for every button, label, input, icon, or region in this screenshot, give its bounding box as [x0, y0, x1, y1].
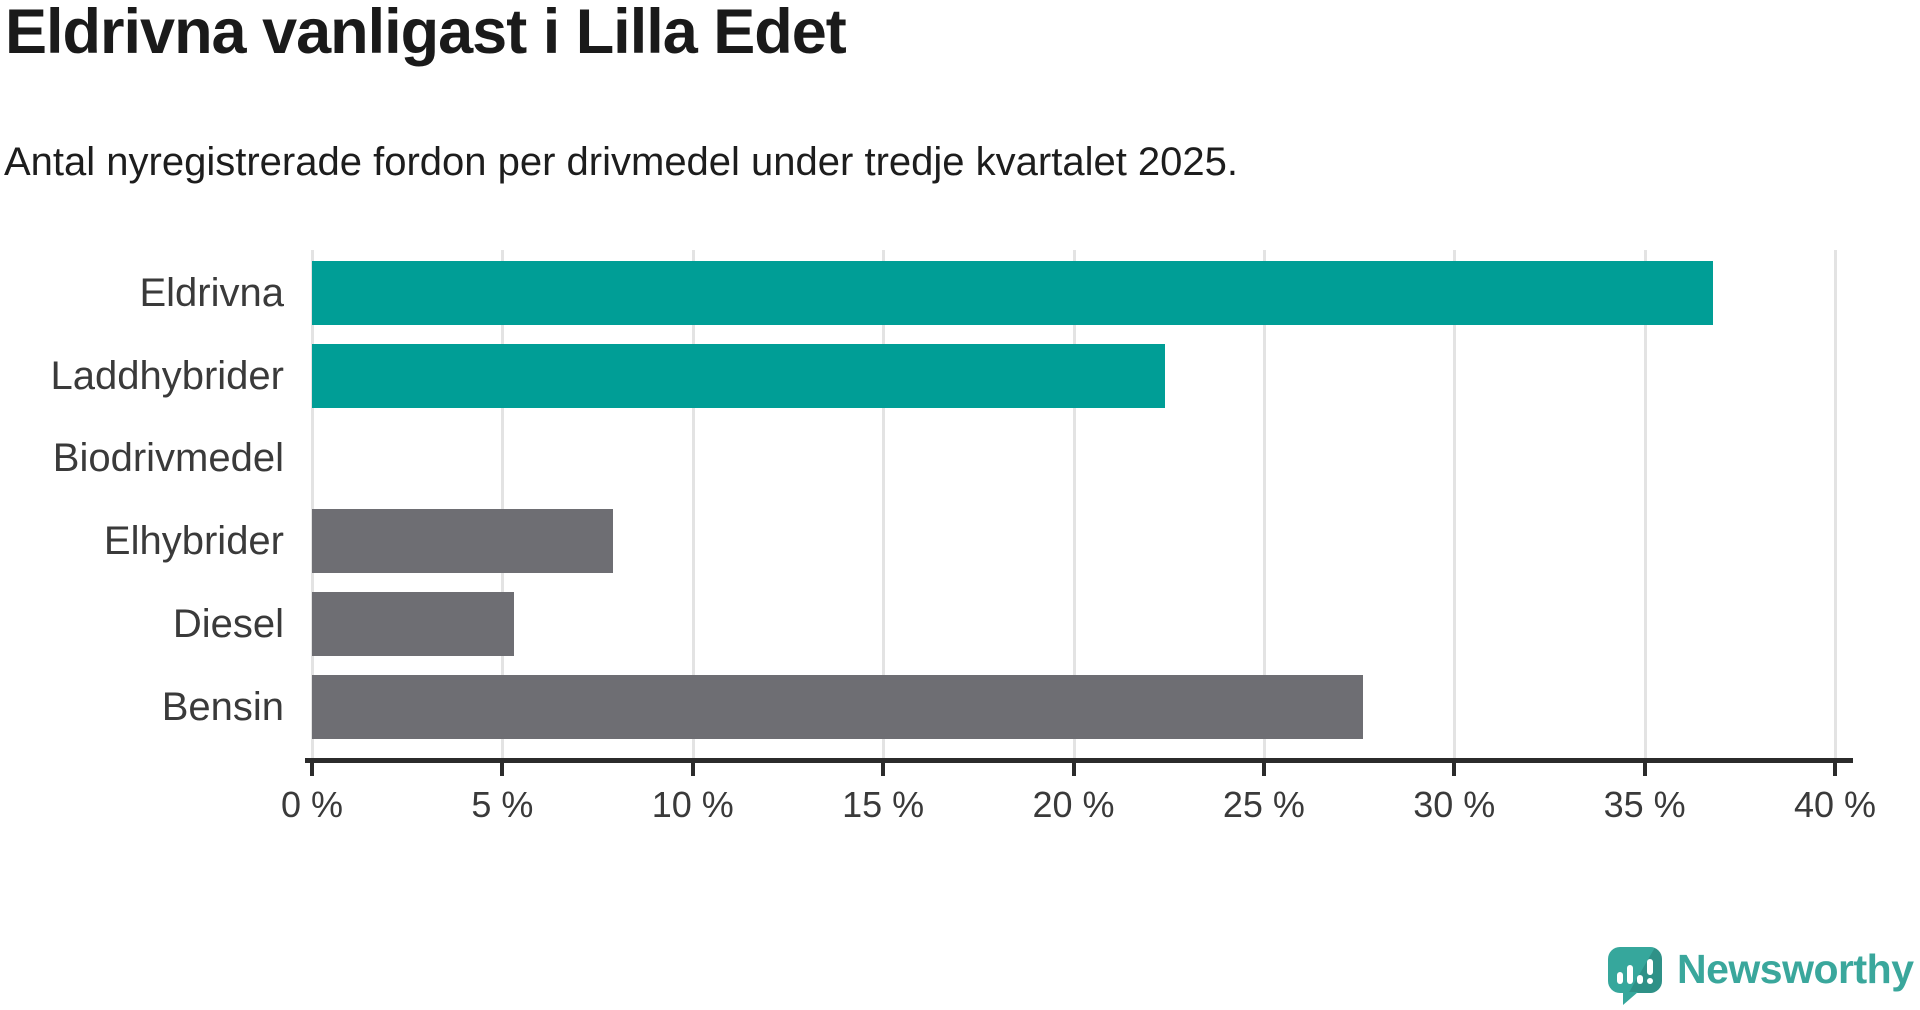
x-axis-tick-label: 10 % — [651, 784, 734, 825]
bar-diesel — [312, 591, 514, 656]
x-axis-tick-label: 25 % — [1222, 784, 1305, 825]
chart-subtitle: Antal nyregistrerade fordon per drivmede… — [4, 140, 1239, 184]
category-label: Biodrivmedel — [52, 436, 284, 481]
x-axis-tick — [310, 763, 314, 776]
logo-speech-tail — [1623, 991, 1638, 1005]
x-axis-tick-label: 30 % — [1413, 784, 1496, 825]
logo-text: Newsworthy — [1677, 946, 1914, 992]
gridline — [1643, 250, 1647, 760]
bar-eldrivna — [312, 261, 1714, 325]
x-axis-tick-label: 0 % — [280, 784, 344, 825]
x-axis-tick-label: 40 % — [1793, 784, 1877, 825]
gridline — [311, 250, 314, 760]
category-label: Eldrivna — [139, 271, 284, 315]
category-label: Laddhybrider — [50, 353, 285, 398]
category-label: Bensin — [161, 684, 284, 729]
category-label: Elhybrider — [103, 519, 284, 564]
x-axis-tick — [1833, 763, 1837, 776]
gridline — [1072, 250, 1076, 760]
x-axis-tick — [1071, 763, 1076, 776]
x-axis-tick — [500, 763, 505, 776]
x-axis-tick-label: 35 % — [1603, 784, 1686, 825]
bar-elhybrider — [312, 509, 613, 574]
x-axis-tick — [1261, 763, 1266, 776]
category-label: Diesel — [172, 601, 284, 646]
gridline — [1453, 250, 1457, 760]
gridline — [691, 250, 695, 760]
x-axis-tick-label: 15 % — [842, 784, 925, 825]
x-axis-tick — [1452, 763, 1457, 776]
newsworthy-logo-icon — [1608, 946, 1662, 1005]
x-axis-line — [305, 758, 1853, 763]
newsworthy-logo: Newsworthy — [1608, 946, 1914, 1005]
gridline — [882, 250, 886, 760]
x-axis-tick — [881, 763, 886, 776]
chart-title: Eldrivna vanligast i Lilla Edet — [5, 0, 847, 67]
x-axis-tick — [690, 763, 695, 776]
bar-bensin — [312, 674, 1363, 739]
x-axis-tick — [1642, 763, 1647, 776]
gridline — [1834, 250, 1837, 760]
x-axis-tick-label: 5 % — [471, 784, 534, 825]
y-axis-category-labels: Eldrivna Laddhybrider Biodrivmedel Elhybrid… — [0, 250, 285, 760]
bar-laddhybrider — [312, 343, 1165, 408]
gridline — [501, 250, 505, 760]
logo-barchart-glyph — [1608, 947, 1662, 993]
gridline — [1262, 250, 1266, 760]
plot-area: 0 % 5 % 10 % 15 % 20 % 25 % 30 % 35 % 40 % — [281, 250, 1876, 825]
x-axis-tick-label: 20 % — [1032, 784, 1115, 825]
